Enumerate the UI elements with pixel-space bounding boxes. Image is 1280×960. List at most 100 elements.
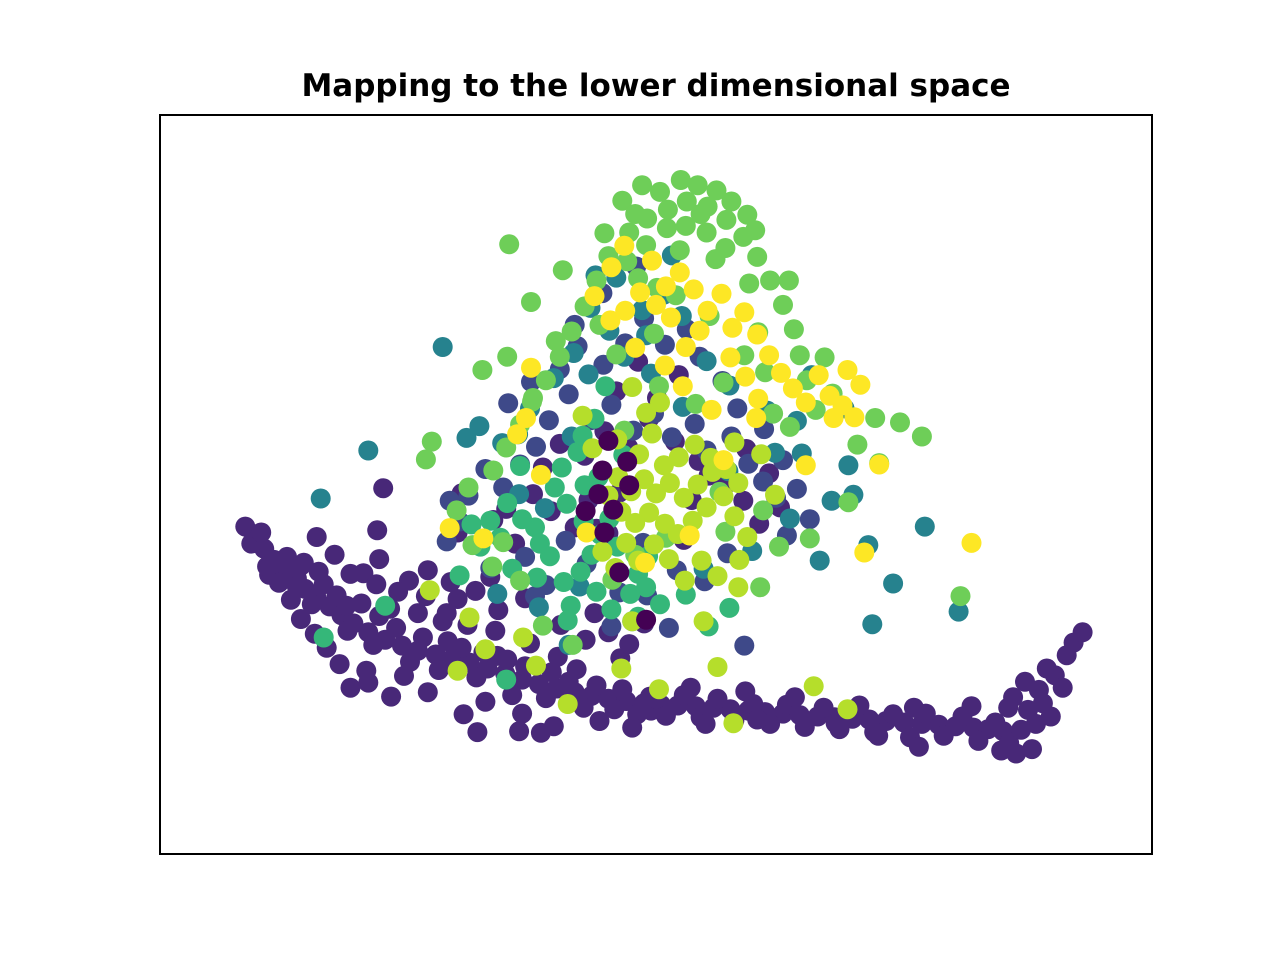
scatter-point	[538, 410, 559, 431]
scatter-point	[556, 493, 577, 514]
scatter-point	[737, 527, 758, 547]
scatter-point	[498, 393, 519, 414]
scatter-point	[753, 500, 774, 521]
scatter-point	[795, 392, 816, 413]
scatter-point	[472, 360, 493, 380]
scatter-point	[735, 681, 756, 702]
scatter-point	[449, 565, 470, 586]
scatter-point	[850, 374, 871, 395]
scatter-point	[636, 577, 657, 598]
scatter-point	[670, 170, 691, 190]
scatter-point	[510, 456, 531, 476]
scatter-point	[480, 510, 501, 531]
scatter-point	[745, 220, 766, 241]
scatter-point	[705, 249, 726, 270]
scatter-point	[601, 394, 622, 415]
scatter-point	[734, 635, 755, 656]
scatter-point	[713, 450, 734, 471]
scatter-point	[432, 337, 453, 357]
scatter-point	[290, 609, 311, 629]
scatter-point	[446, 500, 467, 521]
scatter-point	[747, 246, 768, 267]
scatter-point	[783, 319, 804, 340]
scatter-point	[619, 634, 640, 655]
scatter-point	[595, 376, 616, 397]
scatter-point	[720, 347, 741, 368]
scatter-point	[459, 607, 480, 628]
scatter-point	[269, 572, 289, 593]
scatter-point	[562, 634, 583, 655]
scatter-point	[1025, 713, 1046, 734]
scatter-point	[601, 599, 622, 620]
scatter-point	[569, 576, 590, 597]
scatter-point	[713, 372, 734, 393]
scatter-point	[421, 431, 442, 452]
scatter-point	[661, 427, 682, 448]
scatter-point	[687, 474, 708, 495]
scatter-point	[784, 687, 805, 708]
scatter-point	[779, 508, 800, 529]
scatter-point	[535, 688, 556, 709]
scatter-point	[412, 627, 433, 648]
scatter-point	[669, 240, 690, 261]
scatter-point	[739, 273, 760, 294]
scatter-point	[566, 659, 587, 680]
scatter-point	[707, 657, 728, 677]
scatter-point	[458, 477, 479, 498]
scatter-point	[635, 552, 656, 573]
scatter-point	[803, 676, 824, 697]
scatter-point	[658, 617, 679, 638]
scatter-point	[908, 736, 929, 757]
scatter-point	[655, 276, 676, 297]
scatter-point	[496, 437, 517, 458]
scatter-point	[483, 460, 504, 481]
scatter-point	[369, 549, 390, 570]
scatter-point	[644, 534, 664, 555]
scatter-point	[748, 388, 769, 409]
scatter-point	[461, 514, 482, 535]
scatter-point	[737, 204, 758, 225]
scatter-point	[778, 270, 799, 291]
scatter-point	[669, 262, 690, 283]
scatter-point	[534, 498, 555, 519]
scatter-point	[578, 364, 599, 385]
scatter-point	[584, 603, 605, 624]
scatter-point	[676, 191, 697, 212]
scatter-point	[407, 603, 428, 624]
scatter-point	[650, 392, 670, 413]
scatter-point	[351, 593, 372, 614]
scatter-point	[301, 594, 322, 615]
scatter-point	[521, 371, 541, 392]
scatter-point	[763, 403, 784, 424]
scatter-point	[545, 331, 566, 352]
scatter-point	[765, 484, 785, 505]
scatter-point	[750, 577, 771, 598]
scatter-point	[251, 522, 272, 543]
scatter-point	[759, 345, 780, 366]
scatter-point	[329, 654, 350, 675]
scatter-point	[636, 609, 657, 630]
scatter-point	[1072, 622, 1093, 643]
scatter-point	[614, 235, 635, 256]
scatter-point	[526, 655, 546, 676]
scatter-point	[417, 560, 438, 581]
scatter-point	[659, 473, 680, 493]
scatter-point	[257, 556, 278, 577]
scatter-point	[1006, 743, 1027, 764]
scatter-point	[789, 345, 810, 366]
scatter-point	[469, 416, 490, 437]
scatter-point	[728, 473, 749, 493]
scatter-point	[598, 430, 619, 451]
scatter-point	[1040, 706, 1061, 727]
scatter-point	[948, 601, 969, 622]
scatter-point	[575, 501, 596, 522]
scatter-point	[586, 675, 607, 696]
scatter-point	[838, 492, 859, 513]
scatter-point	[722, 317, 743, 338]
scatter-point	[706, 180, 727, 201]
scatter-point	[733, 490, 754, 511]
scatter-point	[488, 600, 509, 621]
scatter-point	[576, 522, 597, 543]
scatter-point	[1052, 677, 1073, 698]
